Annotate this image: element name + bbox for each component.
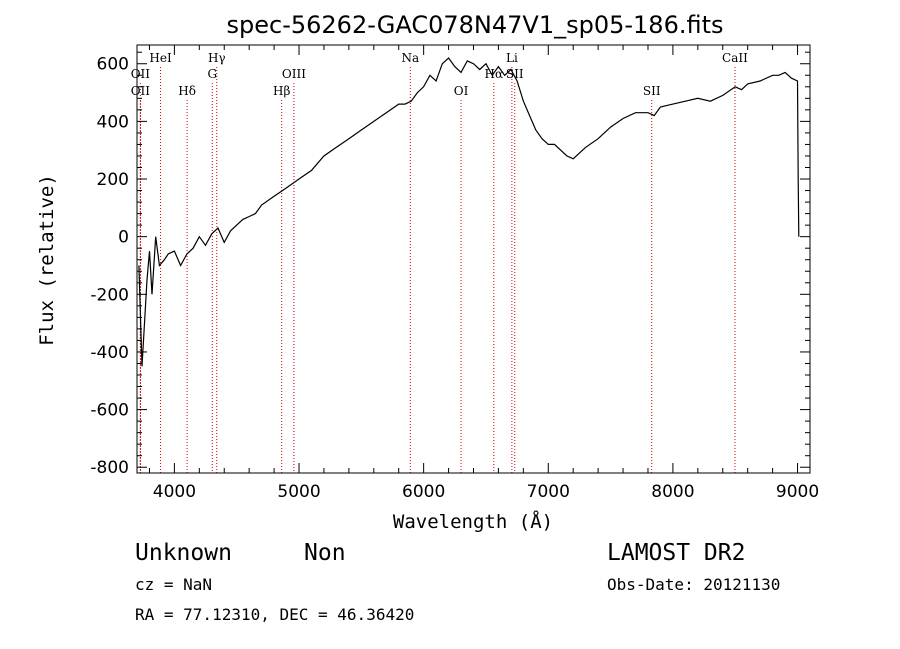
x-axis-ticks: 4000 5000 6000 7000 8000 9000 — [148, 45, 819, 502]
spectral-line-label: OIII — [282, 67, 306, 81]
spectral-line-label: G — [207, 67, 217, 81]
x-axis-label: Wavelength (Å) — [393, 510, 553, 533]
x-tick-label: 8000 — [651, 482, 694, 502]
spectral-line-markers — [139, 67, 736, 473]
x-tick-label: 6000 — [402, 482, 445, 502]
object-class: Unknown — [135, 540, 232, 566]
y-axis-label: Flux (relative) — [36, 174, 58, 346]
y-tick-label: -800 — [90, 458, 129, 478]
spectral-line-label: HeI — [149, 51, 172, 65]
spectrum-line — [138, 57, 800, 367]
spectral-line-label: Na — [401, 51, 419, 65]
chart-title: spec-56262-GAC078N47V1_sp05-186.fits — [227, 11, 724, 39]
y-tick-label: 0 — [118, 228, 129, 248]
y-tick-label: 600 — [97, 55, 129, 75]
y-tick-label: 400 — [97, 112, 129, 132]
spectral-line-label: Hγ — [208, 51, 226, 65]
y-tick-label: 200 — [97, 170, 129, 190]
y-axis-ticks: -800 -600 -400 -200 0 200 400 600 — [90, 51, 810, 478]
y-tick-label: -400 — [90, 343, 129, 363]
x-tick-label: 5000 — [277, 482, 320, 502]
x-tick-label: 9000 — [776, 482, 819, 502]
spectral-line-label: Hβ — [273, 84, 290, 98]
spectral-line-label: OI — [454, 84, 469, 98]
obs-date: Obs-Date: 20121130 — [607, 575, 780, 594]
x-tick-label: 4000 — [153, 482, 196, 502]
object-subclass: Non — [304, 540, 346, 566]
spectral-line-label: Li — [506, 51, 518, 65]
survey-name: LAMOST DR2 — [607, 540, 745, 566]
spectral-line-label: SII — [643, 84, 661, 98]
spectral-line-label: OII — [131, 67, 151, 81]
spectral-line-label: OII — [131, 84, 151, 98]
spectral-line-label: CaII — [722, 51, 748, 65]
y-tick-label: -200 — [90, 285, 129, 305]
spectral-line-label: Hδ — [178, 84, 196, 98]
spectral-line-label: SII — [506, 67, 524, 81]
plot-frame — [136, 44, 811, 474]
y-tick-label: -600 — [90, 401, 129, 421]
x-tick-label: 7000 — [527, 482, 570, 502]
coordinates: RA = 77.12310, DEC = 46.36420 — [135, 605, 414, 624]
redshift-cz: cz = NaN — [135, 575, 212, 594]
